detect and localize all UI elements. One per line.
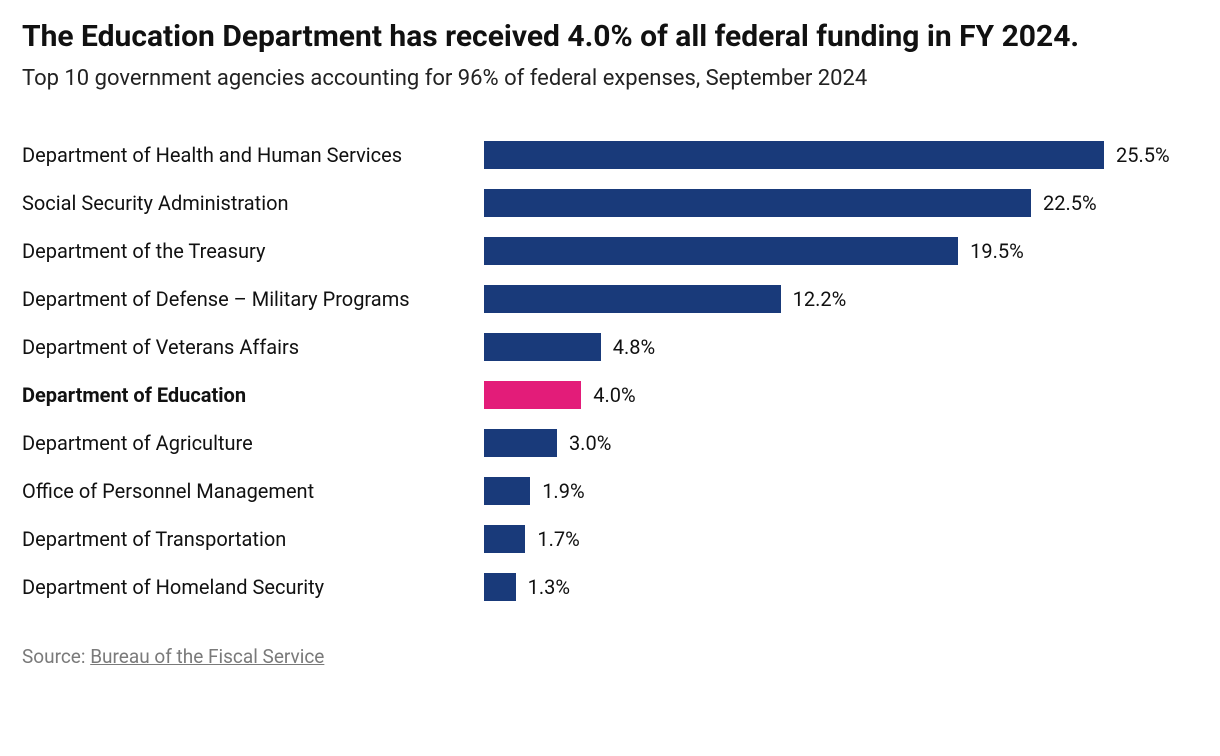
bar-area: 1.3% — [484, 573, 1198, 601]
bar-label: Department of Agriculture — [22, 431, 484, 455]
chart-title: The Education Department has received 4.… — [22, 18, 1122, 56]
bar-value: 3.0% — [569, 431, 611, 455]
bar-label: Department of Homeland Security — [22, 575, 484, 599]
bar — [484, 525, 525, 553]
chart-row: Office of Personnel Management 1.9% — [22, 467, 1198, 515]
source-prefix: Source: — [22, 645, 90, 668]
bar-area: 1.7% — [484, 525, 1198, 553]
bar-value: 1.9% — [542, 479, 584, 503]
bar — [484, 573, 516, 601]
chart-row: Department of Transportation 1.7% — [22, 515, 1198, 563]
bar-label: Department of Education — [22, 383, 484, 407]
bar — [484, 477, 530, 505]
chart-row: Department of Homeland Security 1.3% — [22, 563, 1198, 611]
bar — [484, 189, 1031, 217]
chart-row: Social Security Administration 22.5% — [22, 179, 1198, 227]
bar — [484, 237, 958, 265]
bar-value: 4.8% — [613, 335, 655, 359]
bar — [484, 381, 581, 409]
bar — [484, 333, 601, 361]
bar-value: 4.0% — [593, 383, 635, 407]
bar-area: 4.8% — [484, 333, 1198, 361]
bar-area: 3.0% — [484, 429, 1198, 457]
bar-label: Department of Veterans Affairs — [22, 335, 484, 359]
bar-value: 25.5% — [1116, 143, 1170, 167]
source-link[interactable]: Bureau of the Fiscal Service — [90, 645, 324, 668]
chart-row: Department of Health and Human Services 2… — [22, 131, 1198, 179]
bar — [484, 429, 557, 457]
chart-row: Department of Education 4.0% — [22, 371, 1198, 419]
bar-area: 25.5% — [484, 141, 1198, 169]
chart-row: Department of Veterans Affairs 4.8% — [22, 323, 1198, 371]
bar-area: 19.5% — [484, 237, 1198, 265]
chart-row: Department of the Treasury 19.5% — [22, 227, 1198, 275]
chart-subtitle: Top 10 government agencies accounting fo… — [22, 66, 1198, 91]
bar-area: 4.0% — [484, 381, 1198, 409]
bar-area: 12.2% — [484, 285, 1198, 313]
bar-area: 1.9% — [484, 477, 1198, 505]
bar-value: 12.2% — [793, 287, 847, 311]
bar — [484, 285, 781, 313]
bar-label: Office of Personnel Management — [22, 479, 484, 503]
bar-value: 1.7% — [537, 527, 579, 551]
bar-label: Department of Health and Human Services — [22, 143, 484, 167]
bar-value: 19.5% — [970, 239, 1024, 263]
bar-value: 1.3% — [528, 575, 570, 599]
bar-label: Department of Transportation — [22, 527, 484, 551]
bar-chart: Department of Health and Human Services 2… — [22, 131, 1198, 611]
source-line: Source: Bureau of the Fiscal Service — [22, 645, 1198, 668]
chart-row: Department of Defense – Military Program… — [22, 275, 1198, 323]
bar-area: 22.5% — [484, 189, 1198, 217]
bar-value: 22.5% — [1043, 191, 1097, 215]
bar — [484, 141, 1104, 169]
bar-label: Department of the Treasury — [22, 239, 484, 263]
bar-label: Social Security Administration — [22, 191, 484, 215]
chart-row: Department of Agriculture 3.0% — [22, 419, 1198, 467]
bar-label: Department of Defense – Military Program… — [22, 287, 484, 311]
